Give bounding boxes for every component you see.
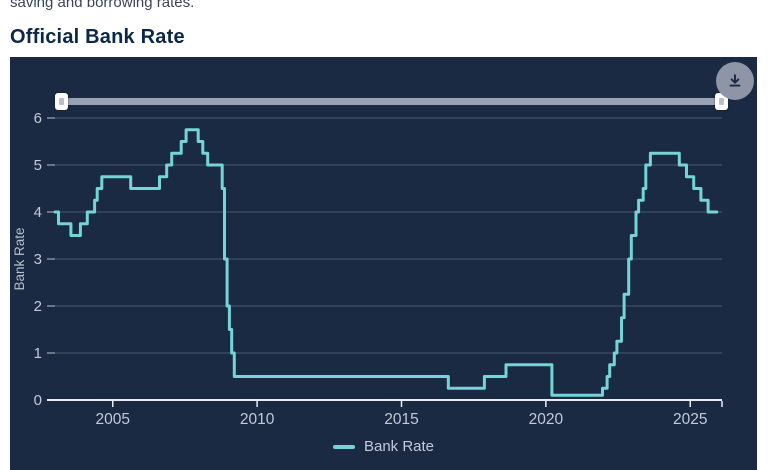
page-title: Official Bank Rate bbox=[10, 26, 185, 48]
x-tick-label: 2005 bbox=[96, 411, 130, 428]
download-button[interactable] bbox=[716, 62, 754, 100]
chart-legend: Bank Rate bbox=[10, 438, 757, 455]
slider-handle-left[interactable] bbox=[55, 93, 68, 110]
legend-line-swatch bbox=[332, 444, 355, 449]
y-axis-title: Bank Rate bbox=[12, 227, 27, 290]
chart-panel: 0 1 2 3 4 5 6 2005 2010 2015 2020 2025 Bank Rate Ban… bbox=[10, 57, 757, 470]
slider-track[interactable] bbox=[55, 93, 728, 110]
x-tick-label: 2015 bbox=[384, 411, 418, 428]
download-icon bbox=[729, 74, 741, 87]
y-tick-label: 0 bbox=[34, 392, 42, 409]
intro-text: saving and borrowing rates. bbox=[10, 0, 195, 11]
y-tick-label: 2 bbox=[34, 298, 42, 315]
y-tick-label: 3 bbox=[34, 251, 42, 268]
x-tick-label: 2010 bbox=[240, 411, 275, 428]
y-tick-label: 4 bbox=[34, 204, 42, 221]
y-tick-label: 1 bbox=[34, 345, 42, 362]
x-tick-label: 2025 bbox=[673, 411, 707, 428]
slider-handle-grip bbox=[59, 98, 64, 105]
y-tick-label: 5 bbox=[34, 157, 42, 174]
bank-rate-line bbox=[53, 128, 719, 397]
bank-rate-chart: 0 1 2 3 4 5 6 2005 2010 2015 2020 2025 Bank Rate bbox=[12, 110, 723, 428]
y-tick-label: 6 bbox=[34, 110, 42, 127]
legend-label: Bank Rate bbox=[363, 438, 435, 455]
slider-handle-grip bbox=[719, 98, 724, 105]
x-tick-label: 2020 bbox=[529, 411, 564, 428]
